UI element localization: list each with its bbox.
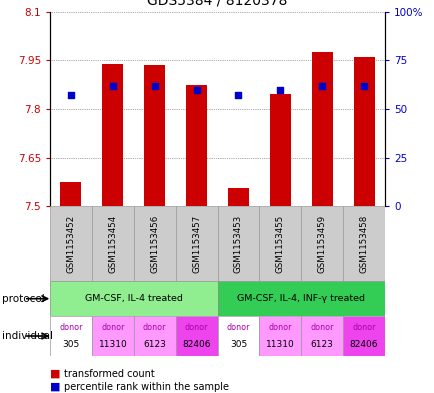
Bar	[353, 57, 374, 206]
Bar	[217, 206, 259, 281]
Text: 11310: 11310	[98, 340, 127, 349]
Text: GSM1153455: GSM1153455	[275, 215, 284, 273]
Bar	[269, 94, 290, 206]
Point	[67, 92, 74, 99]
Bar	[92, 316, 134, 356]
Text: GSM1153459: GSM1153459	[317, 215, 326, 273]
Text: ■: ■	[50, 369, 60, 379]
Bar	[311, 52, 332, 206]
Bar	[175, 316, 217, 356]
Text: donor: donor	[184, 323, 208, 332]
Text: GSM1153458: GSM1153458	[359, 215, 368, 273]
Bar	[144, 65, 165, 206]
Text: GM-CSF, IL-4, INF-γ treated: GM-CSF, IL-4, INF-γ treated	[237, 294, 365, 303]
Text: donor: donor	[59, 323, 82, 332]
Text: 11310: 11310	[265, 340, 294, 349]
Point	[276, 86, 283, 93]
Text: transformed count: transformed count	[64, 369, 155, 379]
Point	[234, 92, 241, 99]
Text: donor: donor	[352, 323, 375, 332]
Text: 305: 305	[229, 340, 247, 349]
Bar	[342, 206, 384, 281]
Point	[151, 83, 158, 89]
Bar	[175, 206, 217, 281]
Title: GDS5384 / 8120378: GDS5384 / 8120378	[147, 0, 287, 8]
Text: 6123: 6123	[310, 340, 333, 349]
Text: 82406: 82406	[182, 340, 210, 349]
Bar	[186, 85, 207, 206]
Point	[360, 83, 367, 89]
Bar	[259, 316, 300, 356]
Text: donor: donor	[226, 323, 250, 332]
Text: GSM1153453: GSM1153453	[233, 215, 242, 273]
Point	[318, 83, 325, 89]
Text: GSM1153456: GSM1153456	[150, 215, 159, 273]
Text: 305: 305	[62, 340, 79, 349]
Bar	[102, 64, 123, 206]
Bar	[50, 206, 92, 281]
Bar	[227, 189, 248, 206]
Text: ■: ■	[50, 382, 60, 392]
Text: donor: donor	[268, 323, 291, 332]
Text: donor: donor	[143, 323, 166, 332]
Bar	[259, 206, 300, 281]
Text: 82406: 82406	[349, 340, 378, 349]
Point	[109, 83, 116, 89]
Bar	[134, 316, 175, 356]
Bar	[300, 206, 342, 281]
Bar	[217, 281, 384, 316]
Text: GM-CSF, IL-4 treated: GM-CSF, IL-4 treated	[85, 294, 182, 303]
Bar	[60, 182, 81, 206]
Text: individual: individual	[2, 331, 53, 341]
Text: 6123: 6123	[143, 340, 166, 349]
Text: GSM1153457: GSM1153457	[192, 215, 201, 273]
Bar	[342, 316, 384, 356]
Bar	[50, 316, 92, 356]
Bar	[50, 281, 217, 316]
Bar	[217, 316, 259, 356]
Text: donor: donor	[310, 323, 333, 332]
Bar	[92, 206, 134, 281]
Bar	[300, 316, 342, 356]
Text: GSM1153454: GSM1153454	[108, 215, 117, 273]
Text: protocol: protocol	[2, 294, 45, 304]
Text: donor: donor	[101, 323, 124, 332]
Text: percentile rank within the sample: percentile rank within the sample	[64, 382, 229, 392]
Bar	[134, 206, 175, 281]
Point	[193, 86, 200, 93]
Text: GSM1153452: GSM1153452	[66, 215, 75, 273]
